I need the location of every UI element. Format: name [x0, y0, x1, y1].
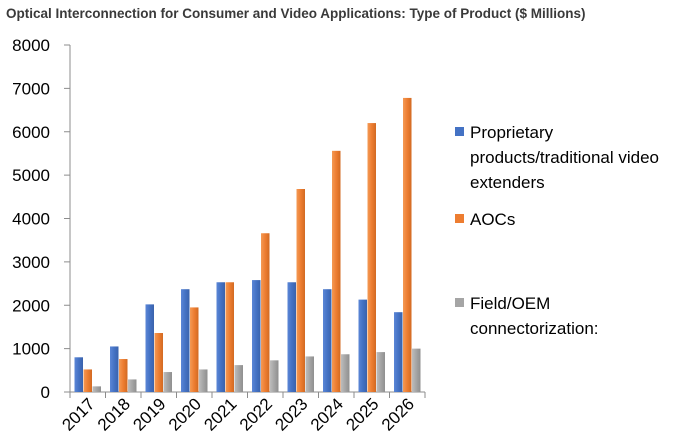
chart-title: Optical Interconnection for Consumer and… — [6, 6, 586, 21]
bar-aocs — [296, 189, 305, 392]
y-tick-label: 4000 — [12, 210, 50, 229]
legend-label-field-oem: Field/OEM connectorization: — [470, 294, 599, 338]
x-tick-label: 2025 — [342, 394, 382, 434]
bar-field-oem — [376, 352, 385, 392]
bar-aocs — [190, 307, 199, 392]
y-tick-label: 0 — [41, 383, 50, 402]
legend-label-aocs: AOCs — [470, 210, 516, 229]
x-tick-label: 2019 — [129, 394, 169, 434]
bar-proprietary — [145, 304, 154, 392]
bar-field-oem — [234, 365, 243, 392]
y-tick-label: 5000 — [12, 166, 50, 185]
y-tick-label: 3000 — [12, 253, 50, 272]
bar-proprietary — [181, 289, 190, 392]
legend-swatch-aocs — [455, 214, 464, 223]
bar-proprietary — [358, 299, 367, 392]
bar-aocs — [154, 333, 163, 392]
x-tick-label: 2020 — [165, 394, 205, 434]
bar-field-oem — [305, 356, 314, 392]
y-tick-label: 8000 — [12, 36, 50, 55]
bar-field-oem — [163, 372, 172, 392]
bar-field-oem — [128, 379, 137, 392]
y-tick-label: 7000 — [12, 79, 50, 98]
bar-proprietary — [394, 312, 403, 392]
y-tick-label: 2000 — [12, 296, 50, 315]
legend-item-field-oem: Field/OEM connectorization: — [455, 291, 620, 341]
bar-field-oem — [412, 348, 421, 392]
x-tick-label: 2018 — [94, 394, 134, 434]
legend-label-proprietary: Proprietary products/traditional video e… — [470, 123, 660, 192]
bar-aocs — [261, 233, 270, 392]
bar-field-oem — [341, 354, 350, 392]
bar-proprietary — [323, 289, 332, 392]
bar-field-oem — [92, 386, 101, 392]
bar-aocs — [403, 97, 412, 392]
legend-item-proprietary: Proprietary products/traditional video e… — [455, 120, 670, 195]
y-tick-label: 6000 — [12, 123, 50, 142]
bar-proprietary — [110, 346, 119, 392]
legend-swatch-field-oem — [455, 298, 464, 307]
bar-proprietary — [216, 282, 225, 392]
x-tick-label: 2021 — [200, 394, 240, 434]
bar-field-oem — [270, 360, 279, 392]
bar-aocs — [83, 369, 92, 392]
x-tick-label: 2017 — [58, 394, 98, 434]
bar-proprietary — [287, 282, 296, 392]
bar-aocs — [367, 123, 376, 392]
bar-proprietary — [74, 357, 83, 392]
y-tick-label: 1000 — [12, 340, 50, 359]
bar-proprietary — [252, 280, 261, 392]
bar-aocs — [332, 150, 341, 392]
x-tick-label: 2026 — [378, 394, 418, 434]
bar-aocs — [225, 282, 234, 392]
bar-aocs — [119, 359, 128, 392]
x-tick-label: 2024 — [307, 394, 347, 434]
x-tick-label: 2023 — [271, 394, 311, 434]
legend-swatch-proprietary — [455, 127, 464, 136]
legend-item-aocs: AOCs — [455, 207, 670, 232]
bar-field-oem — [199, 369, 208, 392]
x-tick-label: 2022 — [236, 394, 276, 434]
